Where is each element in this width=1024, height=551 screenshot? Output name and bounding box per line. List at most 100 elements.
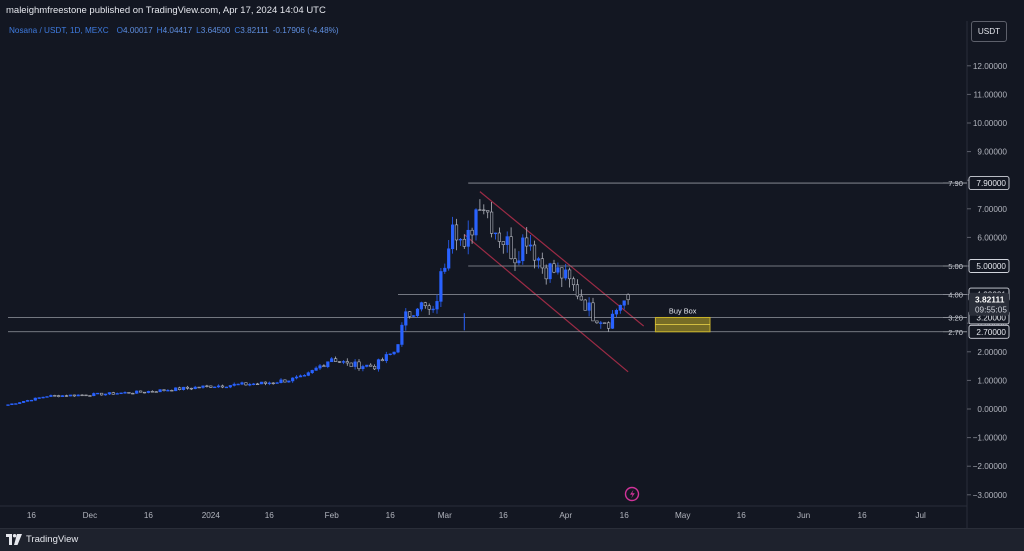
candle [64, 394, 69, 397]
candle [567, 267, 572, 288]
candle-body [18, 402, 22, 404]
candle-body [478, 209, 482, 211]
time-tick-label: 16 [620, 511, 630, 520]
candle-body [283, 379, 287, 383]
candle-body [310, 370, 314, 374]
candle-body [505, 236, 509, 245]
candle-body [306, 372, 310, 376]
candle [532, 240, 537, 269]
candle-body [330, 358, 334, 363]
candle [310, 369, 314, 375]
candle [10, 403, 14, 406]
candle [306, 371, 310, 377]
candle-body [228, 385, 232, 388]
last-price-text: 3.82111 [975, 295, 1005, 305]
price-chart[interactable]: 12.0000011.0000010.000009.000008.000007.… [0, 21, 1024, 528]
candle [252, 382, 256, 386]
alert-icon[interactable] [624, 486, 640, 502]
alert-icon-ring [624, 486, 640, 502]
candle [435, 294, 439, 314]
price-tick-label: 12.00000 [973, 62, 1008, 71]
candle [193, 385, 197, 390]
candle-body [244, 382, 248, 386]
candle-body [41, 396, 45, 399]
candle-body [29, 399, 34, 402]
candle [556, 262, 560, 275]
candle [337, 361, 342, 363]
candle [458, 237, 463, 246]
candle [84, 394, 88, 397]
candle-body [458, 238, 463, 241]
candle-body [267, 382, 271, 385]
price-tick-label: −1.00000 [973, 434, 1008, 443]
candle-body [213, 386, 217, 389]
descending-channel[interactable] [463, 191, 645, 373]
candle [411, 315, 416, 318]
candle [614, 308, 618, 318]
price-tick-label: 9.00000 [977, 148, 1007, 157]
candle-body [146, 391, 151, 393]
candle [579, 289, 583, 301]
candle [450, 216, 455, 254]
candle [88, 395, 92, 397]
candle [244, 382, 248, 386]
level-label: 3.20 [948, 313, 963, 322]
candle [37, 397, 41, 399]
candle [21, 401, 26, 403]
candle [146, 390, 151, 394]
candle [454, 218, 459, 251]
candle [470, 227, 474, 244]
candle [279, 378, 283, 384]
time-tick-label: Apr [559, 511, 572, 520]
candle [248, 382, 252, 387]
candle [392, 351, 396, 356]
candle-body [552, 263, 556, 273]
candle-body [162, 389, 166, 391]
candle-body [443, 267, 447, 272]
candle-body [349, 362, 353, 367]
candle [201, 385, 205, 389]
tradingview-logo-icon[interactable] [6, 534, 22, 545]
candle-body [150, 391, 154, 393]
horizontal-levels[interactable]: 7.90 5.00 4.00 3.20 2.70 [8, 179, 967, 337]
candle [372, 364, 377, 370]
price-tick-label: 7.00000 [977, 205, 1007, 214]
time-tick-label: 2024 [202, 511, 221, 520]
candle-body [80, 394, 84, 397]
candle-body [415, 308, 420, 316]
candle [591, 297, 595, 322]
candle [497, 227, 502, 248]
candle [119, 392, 123, 395]
candle [571, 276, 576, 292]
time-tick-label: 16 [386, 511, 396, 520]
candle-body [427, 305, 431, 310]
candle [575, 279, 579, 300]
candle-body [123, 392, 127, 394]
candle [103, 393, 108, 396]
candle-body [248, 384, 252, 386]
level-tag-text: 7.90000 [976, 179, 1006, 188]
candle [123, 391, 127, 394]
candle-body [33, 397, 37, 401]
candle [380, 357, 385, 362]
candle [548, 262, 552, 283]
candle-body [454, 224, 459, 241]
candle [217, 384, 221, 388]
channel-upper-line [479, 191, 645, 327]
time-axis[interactable]: 16 Dec 16 2024 16 Feb 16 Mar 16 Apr 16 May 16 Jun 16 Ju… [27, 511, 926, 520]
channel-lower-line [463, 234, 629, 373]
candle [49, 394, 53, 398]
candle [189, 387, 193, 391]
symbol-name[interactable]: Nosana / USDT, 1D, MEXC [9, 26, 109, 35]
candle [255, 382, 260, 385]
currency-button[interactable]: USDT [971, 21, 1007, 42]
candle-body [571, 278, 576, 286]
candle-body [583, 299, 587, 311]
price-tick-label: −2.00000 [973, 462, 1008, 471]
candle-body [185, 386, 190, 389]
candle-body [517, 260, 521, 264]
candle-body [318, 365, 322, 369]
candle-body [333, 358, 338, 362]
buy-box-zone[interactable]: Buy Box [654, 306, 711, 333]
